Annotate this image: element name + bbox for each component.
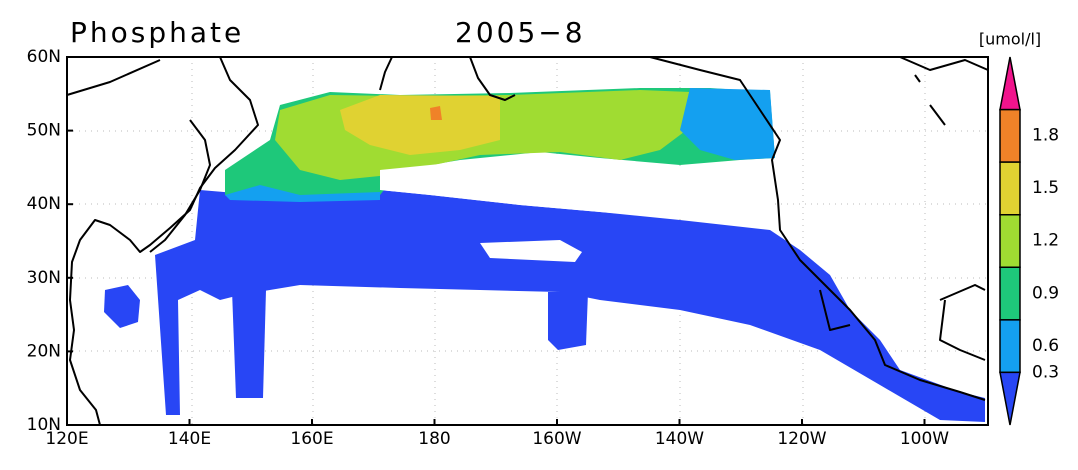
- unit: [umol/l]: [979, 30, 1041, 49]
- colorbar: 1.8 1.5 1.2 0.9 0.6 0.3: [999, 56, 1059, 426]
- x-tick-label: 120E: [45, 429, 88, 449]
- y-tick-label: 10N: [27, 415, 61, 435]
- x-tick-label: 160W: [532, 429, 581, 449]
- x-tick-label: 140E: [168, 429, 211, 449]
- x-tick-label: 100W: [900, 429, 949, 449]
- axes: 120E 140E 160E 180 160W 140W 120W 100W 60N 50N 40N…: [27, 47, 950, 449]
- x-tick-label: 180: [418, 429, 450, 449]
- colorbar-swatch: [999, 213, 1021, 269]
- colorbar-swatch: [999, 371, 1021, 426]
- colorbar-label: 0.9: [1032, 283, 1059, 303]
- y-tick-label: 20N: [27, 341, 61, 361]
- y-tick-label: 30N: [27, 268, 61, 288]
- map-frame: [66, 56, 989, 426]
- colorbar-swatch: [999, 266, 1021, 321]
- colorbar-label: 1.8: [1032, 126, 1059, 146]
- colorbar-swatch: [999, 108, 1021, 163]
- colorbar-swatch: [999, 161, 1021, 216]
- y-tick-label: 40N: [27, 194, 61, 214]
- x-tick-label: 120W: [777, 429, 826, 449]
- colorbar-label: 1.5: [1032, 178, 1059, 198]
- period: 2005−8: [455, 16, 586, 49]
- colorbar-swatch: [999, 319, 1021, 374]
- grid: [67, 57, 988, 425]
- title: Phosphate: [70, 16, 244, 49]
- colorbar-label: 0.6: [1032, 336, 1059, 356]
- phosphate-field: [104, 88, 985, 422]
- colorbar-label: 1.2: [1032, 231, 1059, 251]
- y-tick-label: 50N: [27, 121, 61, 141]
- x-tick-label: 160E: [290, 429, 333, 449]
- y-tick-label: 60N: [27, 47, 61, 67]
- x-tick-label: 140W: [655, 429, 704, 449]
- coastline: [66, 56, 989, 426]
- colorbar-swatch: [999, 56, 1021, 111]
- colorbar-label: 0.3: [1032, 362, 1059, 382]
